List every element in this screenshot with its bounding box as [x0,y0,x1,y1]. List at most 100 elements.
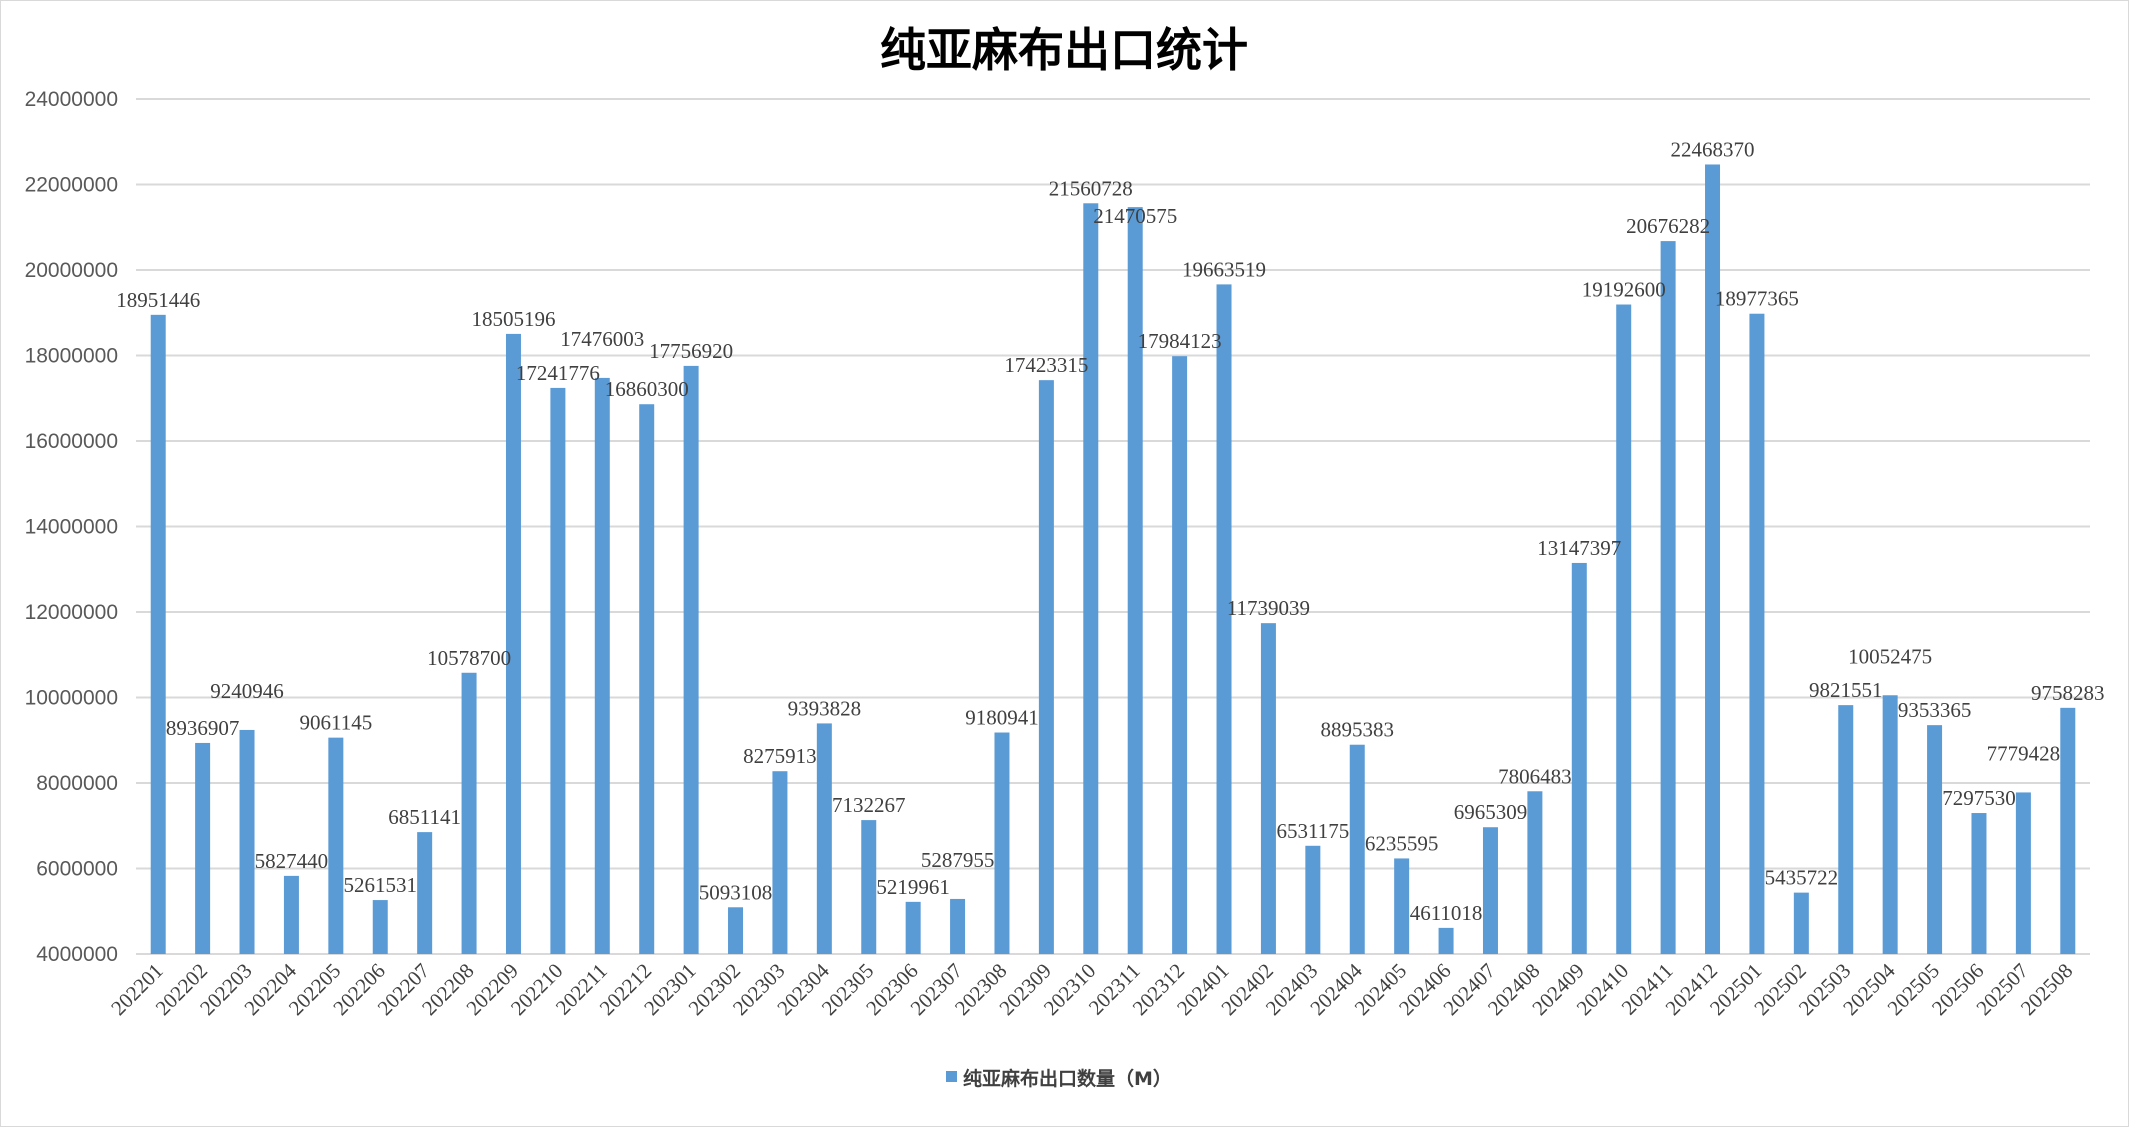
data-label: 5435722 [1765,866,1839,890]
data-label: 11739039 [1227,596,1310,620]
data-label: 18951446 [116,288,200,312]
bar-202207 [417,832,433,954]
y-tick-label: 4000000 [36,943,118,966]
data-label: 5093108 [699,880,773,904]
data-label: 9821551 [1809,678,1883,702]
data-label: 9393828 [788,696,862,720]
bar-202503 [1838,705,1854,954]
data-label: 22468370 [1671,137,1755,161]
bar-202504 [1882,695,1898,954]
data-label: 8275913 [743,744,817,768]
bar-202312 [1172,356,1188,955]
legend-swatch [946,1071,957,1082]
bar-202204 [283,875,299,954]
data-label: 16860300 [605,377,689,401]
bar-202405 [1394,858,1410,954]
bar-202208 [461,672,477,954]
legend: 纯亚麻布出口数量（M） [946,1067,1172,1090]
data-label: 21470575 [1093,204,1177,228]
y-tick-label: 6000000 [36,858,118,881]
bar-202301 [683,365,699,954]
data-label: 4611018 [1410,901,1483,925]
bar-202403 [1305,845,1321,954]
bar-202508 [2060,707,2076,954]
y-tick-label: 18000000 [25,345,118,368]
data-label: 8895383 [1321,718,1395,742]
data-label: 9061145 [299,711,372,735]
bar-202203 [239,729,255,954]
bar-202206 [372,900,388,954]
bar-202309 [1038,380,1054,954]
y-tick-label: 24000000 [25,88,118,111]
y-tick-label: 14000000 [25,516,118,539]
data-label: 13147397 [1537,536,1621,560]
bar-202409 [1571,562,1587,954]
y-tick-label: 20000000 [25,259,118,282]
bar-202408 [1527,791,1543,954]
data-label: 17756920 [649,339,733,363]
bar-202205 [328,737,344,954]
bar-202507 [2015,792,2031,954]
y-tick-label: 22000000 [25,174,118,197]
bar-202501 [1749,313,1765,954]
data-label: 9758283 [2031,681,2105,705]
bar-202411 [1660,241,1676,955]
bar-202302 [728,907,744,954]
data-label: 18977365 [1715,287,1799,311]
bar-202407 [1482,827,1498,954]
chart-title: 纯亚麻布出口统计 [880,23,1248,77]
data-label: 17984123 [1138,329,1222,353]
data-label: 10052475 [1848,644,1932,668]
data-label: 18505196 [471,307,555,331]
data-label: 10578700 [427,646,511,670]
bar-202311 [1127,207,1143,954]
data-label: 17476003 [560,327,644,351]
bar-202502 [1793,892,1809,954]
bar-202410 [1616,304,1632,954]
y-tick-label: 10000000 [25,687,118,710]
bar-202209 [505,333,521,955]
data-label: 20676282 [1626,214,1710,238]
data-label: 17423315 [1004,353,1088,377]
bar-202212 [639,404,655,954]
bar-202303 [772,771,788,954]
y-tick-label: 8000000 [36,772,118,795]
data-label: 9180941 [965,706,1039,730]
bar-202412 [1705,164,1721,955]
bar-202304 [816,723,832,954]
data-label: 6235595 [1365,831,1439,855]
data-label: 17241776 [516,361,600,385]
legend-label: 纯亚麻布出口数量（M） [963,1067,1172,1090]
bar-202307 [950,898,966,954]
bar-202308 [994,732,1010,954]
bar-202305 [861,820,877,954]
bar-202210 [550,387,566,954]
data-label: 19192600 [1582,278,1666,302]
data-label: 5827440 [255,849,329,873]
bar-202310 [1083,203,1099,955]
bar-202202 [195,742,211,954]
data-label: 5287955 [921,848,995,872]
data-label: 21560728 [1049,176,1133,200]
y-tick-label: 12000000 [25,601,118,624]
bar-202201 [150,314,166,954]
data-label: 7779428 [1987,741,2061,765]
bar-202211 [594,377,610,954]
data-label: 8936907 [166,716,240,740]
data-label: 9240946 [210,679,284,703]
y-tick-label: 16000000 [25,430,118,453]
data-label: 6531175 [1276,819,1349,843]
bar-202401 [1216,284,1232,955]
bar-202505 [1927,725,1943,954]
data-label: 7132267 [832,793,906,817]
bar-202406 [1438,927,1454,954]
data-label: 5219961 [876,875,950,899]
data-label: 19663519 [1182,257,1266,281]
data-label: 6965309 [1454,800,1528,824]
bar-202306 [905,901,921,954]
bar-202506 [1971,813,1987,954]
bar-202402 [1260,623,1276,954]
data-label: 7806483 [1498,764,1572,788]
